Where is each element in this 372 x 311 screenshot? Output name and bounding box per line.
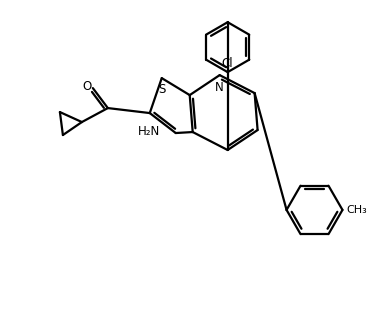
Text: Cl: Cl: [222, 57, 234, 70]
Text: CH₃: CH₃: [346, 205, 367, 215]
Text: H₂N: H₂N: [138, 124, 160, 137]
Text: O: O: [82, 80, 92, 93]
Text: N: N: [215, 81, 224, 94]
Text: S: S: [158, 83, 166, 96]
